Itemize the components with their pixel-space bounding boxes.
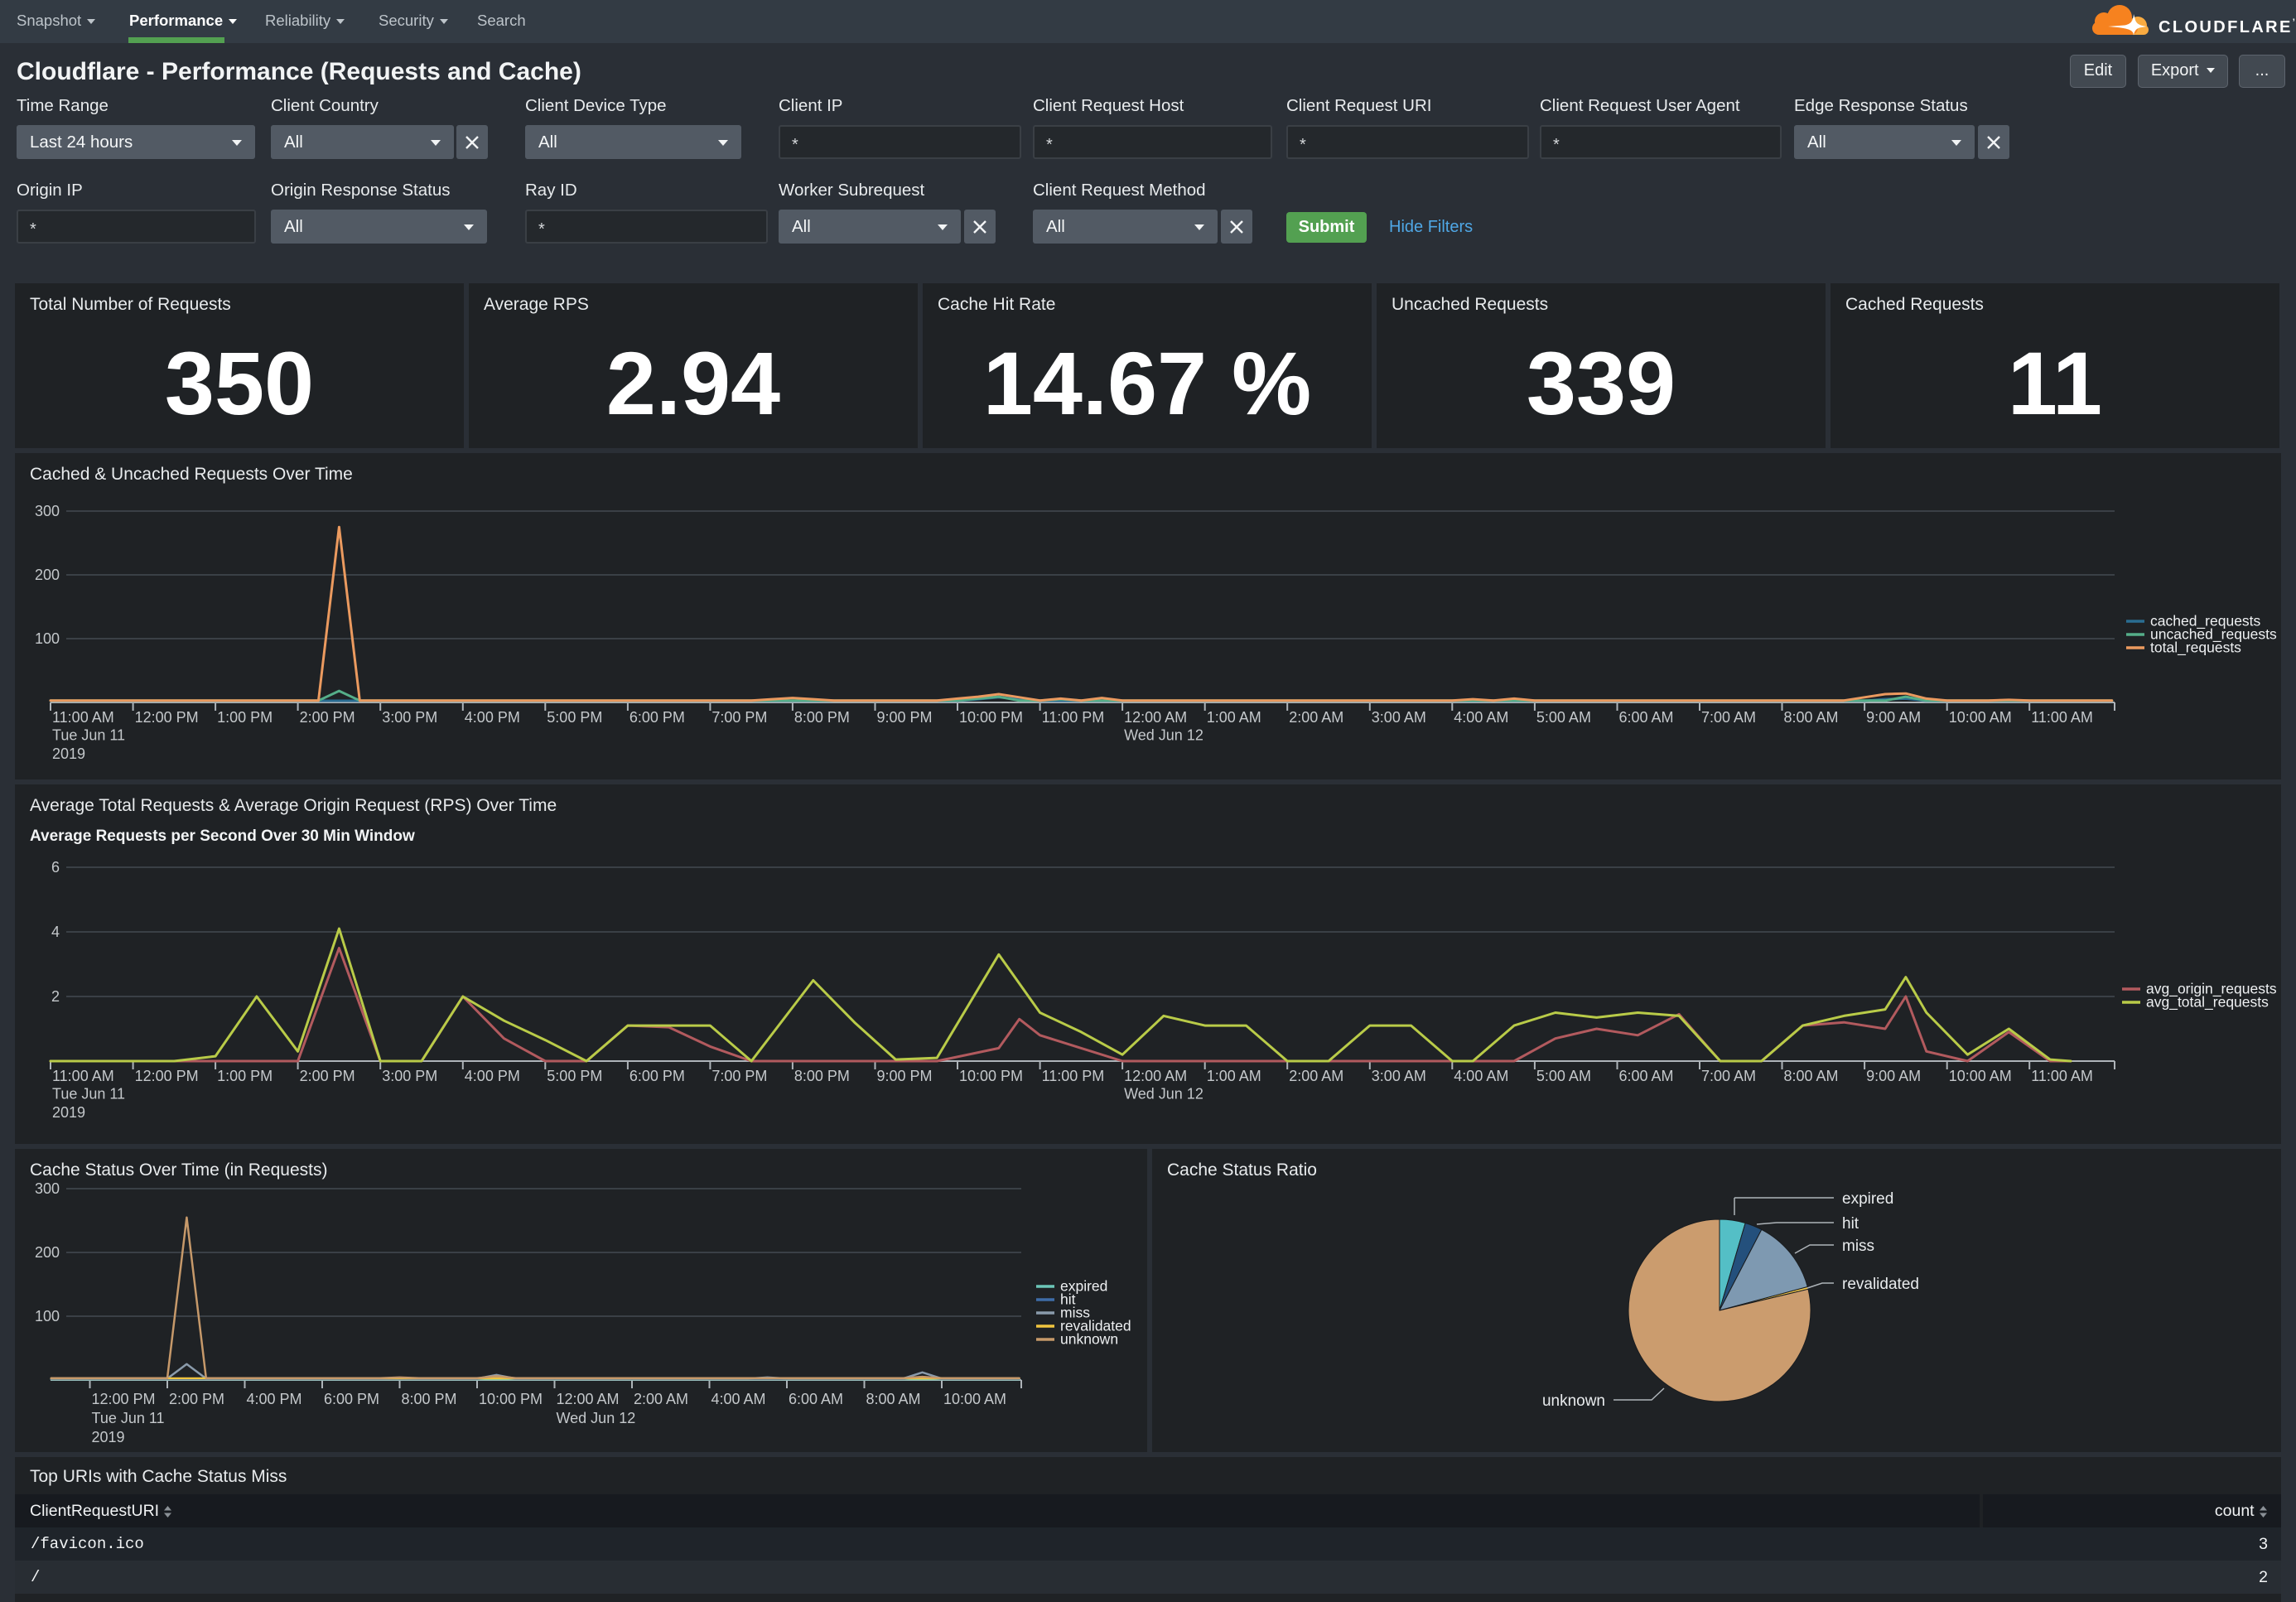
svg-text:11:00 AM: 11:00 AM: [2031, 1068, 2093, 1084]
svg-text:4:00 AM: 4:00 AM: [711, 1391, 766, 1407]
svg-text:2019: 2019: [52, 746, 85, 762]
svg-text:2:00 AM: 2:00 AM: [1289, 709, 1343, 726]
svg-text:2019: 2019: [92, 1429, 125, 1445]
svg-text:9:00 PM: 9:00 PM: [877, 1068, 933, 1084]
svg-text:1:00 PM: 1:00 PM: [217, 1068, 273, 1084]
svg-text:12:00 PM: 12:00 PM: [135, 709, 199, 726]
svg-text:4:00 PM: 4:00 PM: [247, 1391, 302, 1407]
svg-text:8:00 AM: 8:00 AM: [1784, 709, 1839, 726]
svg-text:8:00 AM: 8:00 AM: [866, 1391, 921, 1407]
svg-text:10:00 AM: 10:00 AM: [1949, 709, 2012, 726]
svg-text:6:00 PM: 6:00 PM: [629, 709, 685, 726]
svg-text:Wed Jun 12: Wed Jun 12: [557, 1410, 636, 1426]
svg-text:6: 6: [51, 859, 60, 876]
svg-text:11:00 AM: 11:00 AM: [2031, 709, 2093, 726]
svg-text:6:00 AM: 6:00 AM: [1619, 709, 1674, 726]
svg-text:8:00 PM: 8:00 PM: [794, 1068, 850, 1084]
svg-text:8:00 AM: 8:00 AM: [1784, 1068, 1839, 1084]
svg-text:1:00 AM: 1:00 AM: [1207, 1068, 1261, 1084]
svg-text:11:00 PM: 11:00 PM: [1042, 709, 1105, 726]
svg-text:6:00 AM: 6:00 AM: [1619, 1068, 1674, 1084]
svg-text:Tue Jun 11: Tue Jun 11: [52, 727, 125, 744]
svg-text:1:00 PM: 1:00 PM: [217, 709, 273, 726]
svg-text:unknown: unknown: [1542, 1392, 1605, 1410]
svg-text:11:00 AM: 11:00 AM: [52, 709, 114, 726]
svg-text:5:00 AM: 5:00 AM: [1536, 1068, 1591, 1084]
svg-text:5:00 AM: 5:00 AM: [1536, 709, 1591, 726]
svg-text:12:00 PM: 12:00 PM: [135, 1068, 199, 1084]
svg-text:7:00 PM: 7:00 PM: [711, 1068, 767, 1084]
svg-text:3:00 AM: 3:00 AM: [1372, 709, 1426, 726]
svg-text:2:00 PM: 2:00 PM: [169, 1391, 224, 1407]
svg-text:8:00 PM: 8:00 PM: [794, 709, 850, 726]
svg-text:Tue Jun 11: Tue Jun 11: [92, 1410, 165, 1426]
svg-text:10:00 PM: 10:00 PM: [959, 709, 1023, 726]
svg-text:uncached_requests: uncached_requests: [2150, 626, 2277, 644]
svg-text:3:00 PM: 3:00 PM: [382, 1068, 437, 1084]
svg-text:2:00 PM: 2:00 PM: [300, 1068, 355, 1084]
svg-text:hit: hit: [1060, 1291, 1076, 1308]
svg-text:2:00 AM: 2:00 AM: [1289, 1068, 1343, 1084]
svg-text:Wed Jun 12: Wed Jun 12: [1124, 1086, 1203, 1103]
svg-text:Wed Jun 12: Wed Jun 12: [1124, 727, 1203, 744]
svg-text:5:00 PM: 5:00 PM: [547, 1068, 602, 1084]
svg-text:cached_requests: cached_requests: [2150, 613, 2261, 630]
svg-text:2: 2: [51, 988, 60, 1005]
svg-text:10:00 PM: 10:00 PM: [479, 1391, 543, 1407]
svg-text:5:00 PM: 5:00 PM: [547, 709, 602, 726]
svg-text:4: 4: [51, 924, 60, 940]
svg-text:revalidated: revalidated: [1842, 1276, 1919, 1293]
svg-text:10:00 AM: 10:00 AM: [1949, 1068, 2012, 1084]
svg-text:9:00 AM: 9:00 AM: [1866, 709, 1921, 726]
svg-text:hit: hit: [1842, 1215, 1859, 1233]
svg-text:100: 100: [35, 630, 60, 647]
svg-text:4:00 AM: 4:00 AM: [1454, 709, 1508, 726]
svg-text:4:00 PM: 4:00 PM: [465, 709, 520, 726]
svg-text:12:00 AM: 12:00 AM: [1124, 709, 1187, 726]
svg-text:12:00 PM: 12:00 PM: [92, 1391, 156, 1407]
svg-text:7:00 AM: 7:00 AM: [1701, 709, 1756, 726]
svg-text:revalidated: revalidated: [1060, 1318, 1131, 1334]
svg-text:miss: miss: [1060, 1305, 1090, 1321]
svg-text:9:00 AM: 9:00 AM: [1866, 1068, 1921, 1084]
svg-text:200: 200: [35, 1244, 60, 1261]
svg-text:3:00 AM: 3:00 AM: [1372, 1068, 1426, 1084]
svg-text:avg_total_requests: avg_total_requests: [2146, 994, 2269, 1011]
svg-text:6:00 PM: 6:00 PM: [629, 1068, 685, 1084]
svg-text:total_requests: total_requests: [2150, 639, 2241, 657]
svg-text:2019: 2019: [52, 1104, 85, 1121]
svg-text:Tue Jun 11: Tue Jun 11: [52, 1086, 125, 1103]
svg-text:100: 100: [35, 1308, 60, 1325]
svg-text:avg_origin_requests: avg_origin_requests: [2146, 981, 2277, 998]
svg-text:7:00 AM: 7:00 AM: [1701, 1068, 1756, 1084]
svg-text:expired: expired: [1060, 1278, 1107, 1295]
svg-text:2:00 PM: 2:00 PM: [300, 709, 355, 726]
svg-text:10:00 AM: 10:00 AM: [943, 1391, 1006, 1407]
svg-text:10:00 PM: 10:00 PM: [959, 1068, 1023, 1084]
svg-text:6:00 PM: 6:00 PM: [324, 1391, 379, 1407]
svg-text:8:00 PM: 8:00 PM: [402, 1391, 457, 1407]
svg-text:11:00 PM: 11:00 PM: [1042, 1068, 1105, 1084]
svg-text:6:00 AM: 6:00 AM: [789, 1391, 843, 1407]
svg-text:11:00 AM: 11:00 AM: [52, 1068, 114, 1084]
svg-text:200: 200: [35, 567, 60, 583]
svg-text:300: 300: [35, 503, 60, 519]
svg-text:3:00 PM: 3:00 PM: [382, 709, 437, 726]
svg-text:1:00 AM: 1:00 AM: [1207, 709, 1261, 726]
svg-text:12:00 AM: 12:00 AM: [1124, 1068, 1187, 1084]
svg-text:expired: expired: [1842, 1190, 1893, 1208]
svg-text:7:00 PM: 7:00 PM: [711, 709, 767, 726]
svg-text:300: 300: [35, 1180, 60, 1197]
svg-text:9:00 PM: 9:00 PM: [877, 709, 933, 726]
svg-text:4:00 PM: 4:00 PM: [465, 1068, 520, 1084]
svg-text:unknown: unknown: [1060, 1331, 1118, 1348]
svg-text:2:00 AM: 2:00 AM: [634, 1391, 688, 1407]
svg-text:4:00 AM: 4:00 AM: [1454, 1068, 1508, 1084]
svg-text:miss: miss: [1842, 1238, 1874, 1255]
svg-text:12:00 AM: 12:00 AM: [557, 1391, 620, 1407]
